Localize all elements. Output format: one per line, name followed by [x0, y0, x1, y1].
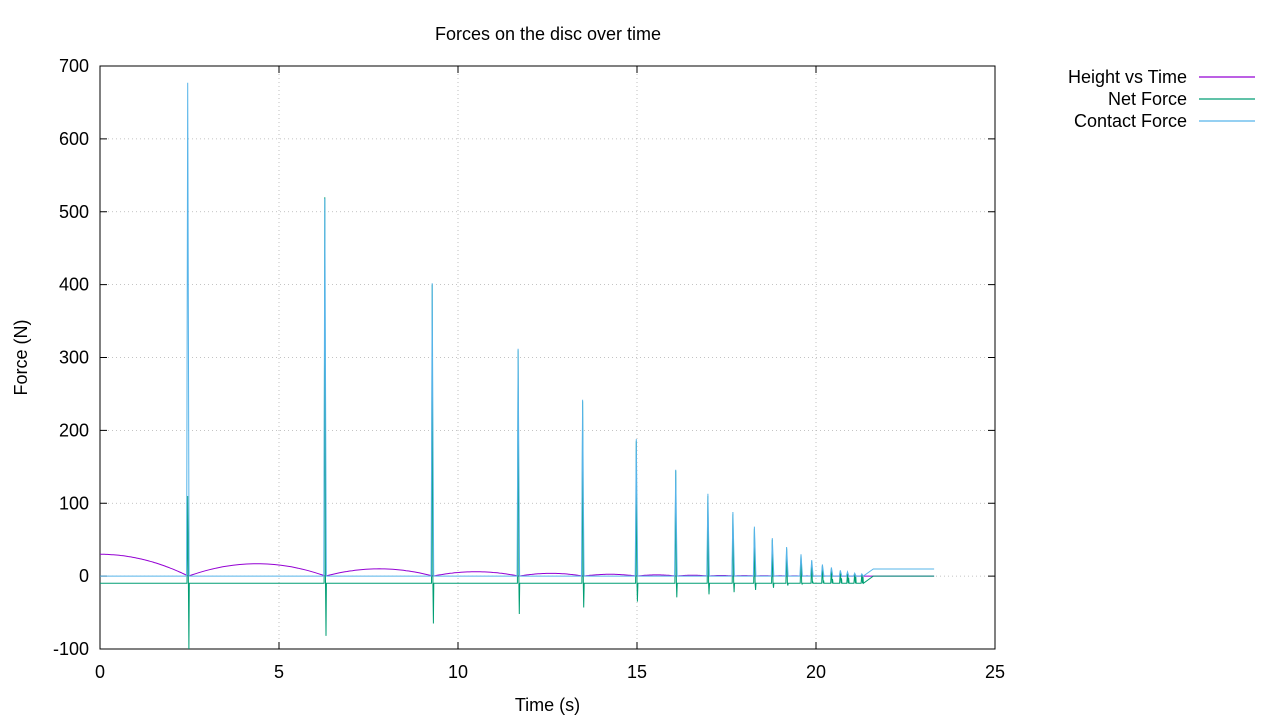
y-tick-label: 700 — [59, 56, 89, 76]
legend: Height vs Time Net Force Contact Force — [1068, 67, 1255, 131]
x-tick-label: 0 — [95, 662, 105, 682]
series-line-contact-force — [100, 82, 935, 577]
y-tick-label: 200 — [59, 420, 89, 440]
chart-title: Forces on the disc over time — [435, 24, 661, 44]
x-axis-title: Time (s) — [515, 695, 580, 715]
series-group — [100, 82, 935, 650]
axis-ticks: 0 5 10 15 20 25 -100 0 100 200 300 400 500 600 700 — [53, 56, 1005, 682]
y-axis-title: Force (N) — [11, 320, 31, 396]
y-tick-label: 600 — [59, 129, 89, 149]
y-tick-label: 100 — [59, 493, 89, 513]
y-tick-label: 0 — [79, 566, 89, 586]
x-tick-label: 10 — [448, 662, 468, 682]
x-tick-label: 25 — [985, 662, 1005, 682]
legend-label-net-force: Net Force — [1108, 89, 1187, 109]
y-tick-label: 500 — [59, 202, 89, 222]
y-tick-label: 300 — [59, 348, 89, 368]
x-tick-label: 5 — [274, 662, 284, 682]
y-tick-label: 400 — [59, 275, 89, 295]
x-tick-label: 15 — [627, 662, 647, 682]
x-tick-label: 20 — [806, 662, 826, 682]
legend-label-contact-force: Contact Force — [1074, 111, 1187, 131]
legend-label-height: Height vs Time — [1068, 67, 1187, 87]
y-tick-label: -100 — [53, 639, 89, 659]
